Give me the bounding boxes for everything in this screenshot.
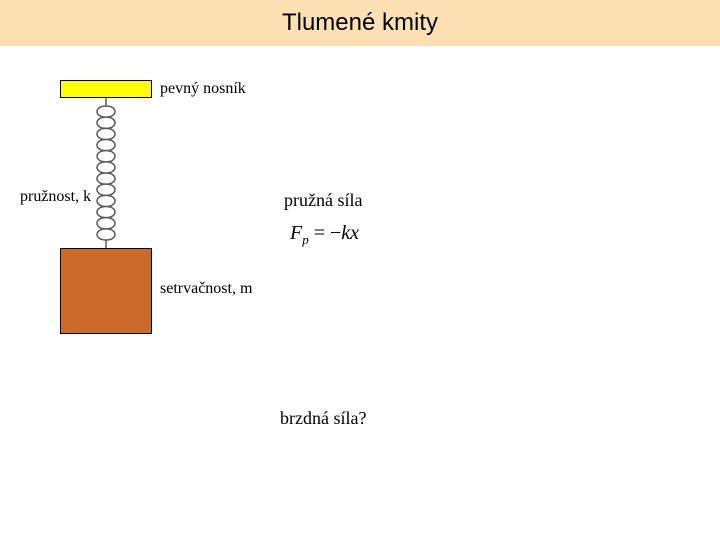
mass-block (60, 248, 152, 334)
spring-label: pružnost, k (20, 188, 91, 206)
title-bar: Tlumené kmity (0, 0, 720, 46)
formula-eq: = − (309, 222, 342, 244)
formula-x: x (350, 222, 359, 244)
formula-k: k (341, 222, 350, 244)
formula-F: F (290, 222, 302, 244)
fixed-beam (60, 80, 152, 98)
spring-icon (88, 98, 124, 248)
page-title: Tlumené kmity (282, 9, 438, 37)
mass-label: setrvačnost, m (160, 280, 252, 298)
brake-force-label: brzdná síla? (280, 408, 366, 429)
spring-force-label: pružná síla (284, 190, 362, 211)
oscillator-diagram: pevný nosník pružnost, k setrvačnost, m (60, 80, 300, 350)
beam-label: pevný nosník (160, 80, 246, 98)
spring-force-formula: Fp = −kx (290, 222, 359, 248)
